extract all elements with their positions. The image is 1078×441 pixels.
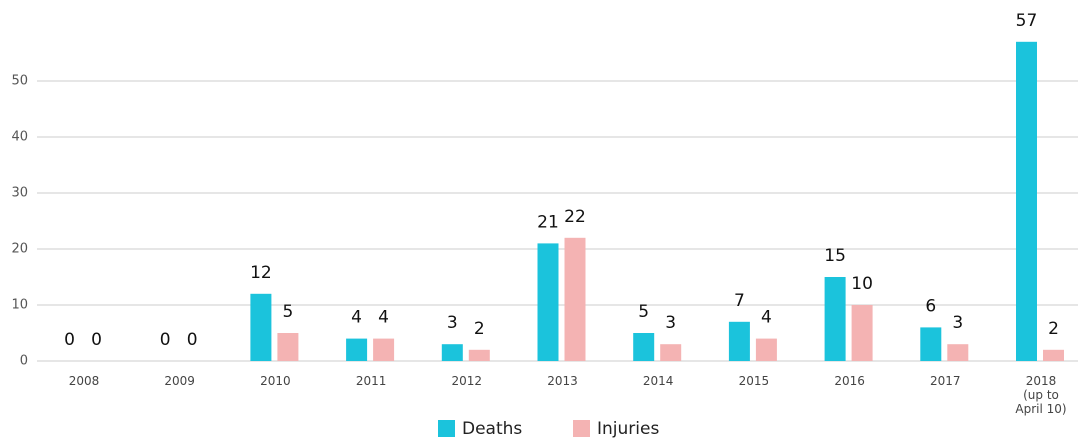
x-tick-label: 2010: [260, 374, 291, 388]
bar: [633, 333, 655, 361]
value-label: 7: [734, 291, 745, 311]
bar: [346, 338, 368, 361]
x-tick-label: 2009: [164, 374, 195, 388]
bar: [851, 305, 873, 361]
value-label: 4: [351, 308, 362, 328]
y-tick-label: 30: [11, 186, 28, 201]
legend-swatch: [438, 420, 455, 437]
value-label: 12: [250, 263, 272, 283]
bar: [1043, 349, 1064, 361]
value-label: 2: [1048, 319, 1059, 339]
legend-label: Deaths: [462, 419, 522, 439]
y-tick-label: 40: [11, 130, 28, 145]
value-label: 4: [378, 308, 389, 328]
x-tick-label: 2013: [547, 374, 578, 388]
y-tick-label: 0: [20, 354, 28, 369]
value-label: 0: [160, 330, 171, 350]
x-tick-label: 2016: [834, 374, 865, 388]
value-label: 22: [564, 207, 586, 227]
y-tick-label: 50: [11, 74, 28, 89]
x-tick-label: 2014: [642, 374, 674, 388]
value-label: 0: [64, 330, 75, 350]
x-tick-label: 2012: [451, 374, 483, 388]
bar: [250, 293, 272, 361]
value-label: 5: [638, 302, 649, 322]
legend-label: Injuries: [597, 419, 659, 439]
value-label: 3: [952, 313, 963, 333]
x-tick-label: 2015: [738, 374, 770, 388]
bar: [564, 237, 586, 361]
bar: [660, 344, 682, 361]
value-label: 0: [91, 330, 102, 350]
value-label: 21: [537, 212, 559, 232]
bar: [947, 344, 969, 361]
bar: [441, 344, 463, 361]
x-tick-label: 2011: [355, 374, 387, 388]
bar: [755, 338, 777, 361]
value-label: 6: [925, 296, 936, 316]
x-tick-label: 2008: [68, 374, 100, 388]
value-label: 15: [824, 246, 846, 266]
value-label: 10: [851, 274, 873, 294]
bar: [920, 327, 942, 361]
bar: [537, 243, 559, 361]
legend-swatch: [573, 420, 590, 437]
value-label: 5: [282, 302, 293, 322]
value-label: 3: [665, 313, 676, 333]
y-tick-label: 20: [11, 242, 28, 257]
value-label: 3: [447, 313, 458, 333]
value-label: 57: [1016, 11, 1038, 31]
value-label: 0: [187, 330, 198, 350]
bar: [373, 338, 395, 361]
value-label: 4: [761, 308, 772, 328]
bar: [277, 333, 299, 361]
bar: [1016, 41, 1037, 362]
bar: [468, 349, 490, 361]
x-tick-label: 2018 (up to April 10): [1015, 374, 1067, 416]
bar: [824, 277, 846, 361]
y-tick-label: 10: [11, 298, 28, 313]
value-label: 2: [474, 319, 485, 339]
x-tick-label: 2017: [930, 374, 961, 388]
bar: [728, 321, 750, 361]
